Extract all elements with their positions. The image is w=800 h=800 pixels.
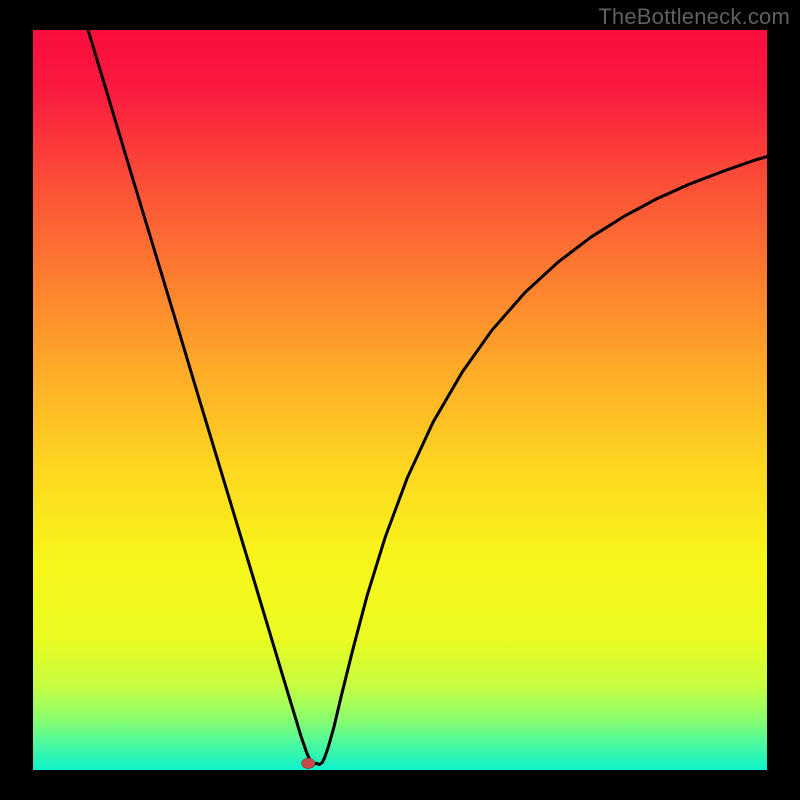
plot-svg: [33, 30, 767, 770]
gradient-background: [33, 30, 767, 770]
chart-container: TheBottleneck.com: [0, 0, 800, 800]
watermark-text: TheBottleneck.com: [598, 4, 790, 30]
plot-area: [33, 30, 767, 770]
optimal-point-marker: [302, 758, 315, 768]
